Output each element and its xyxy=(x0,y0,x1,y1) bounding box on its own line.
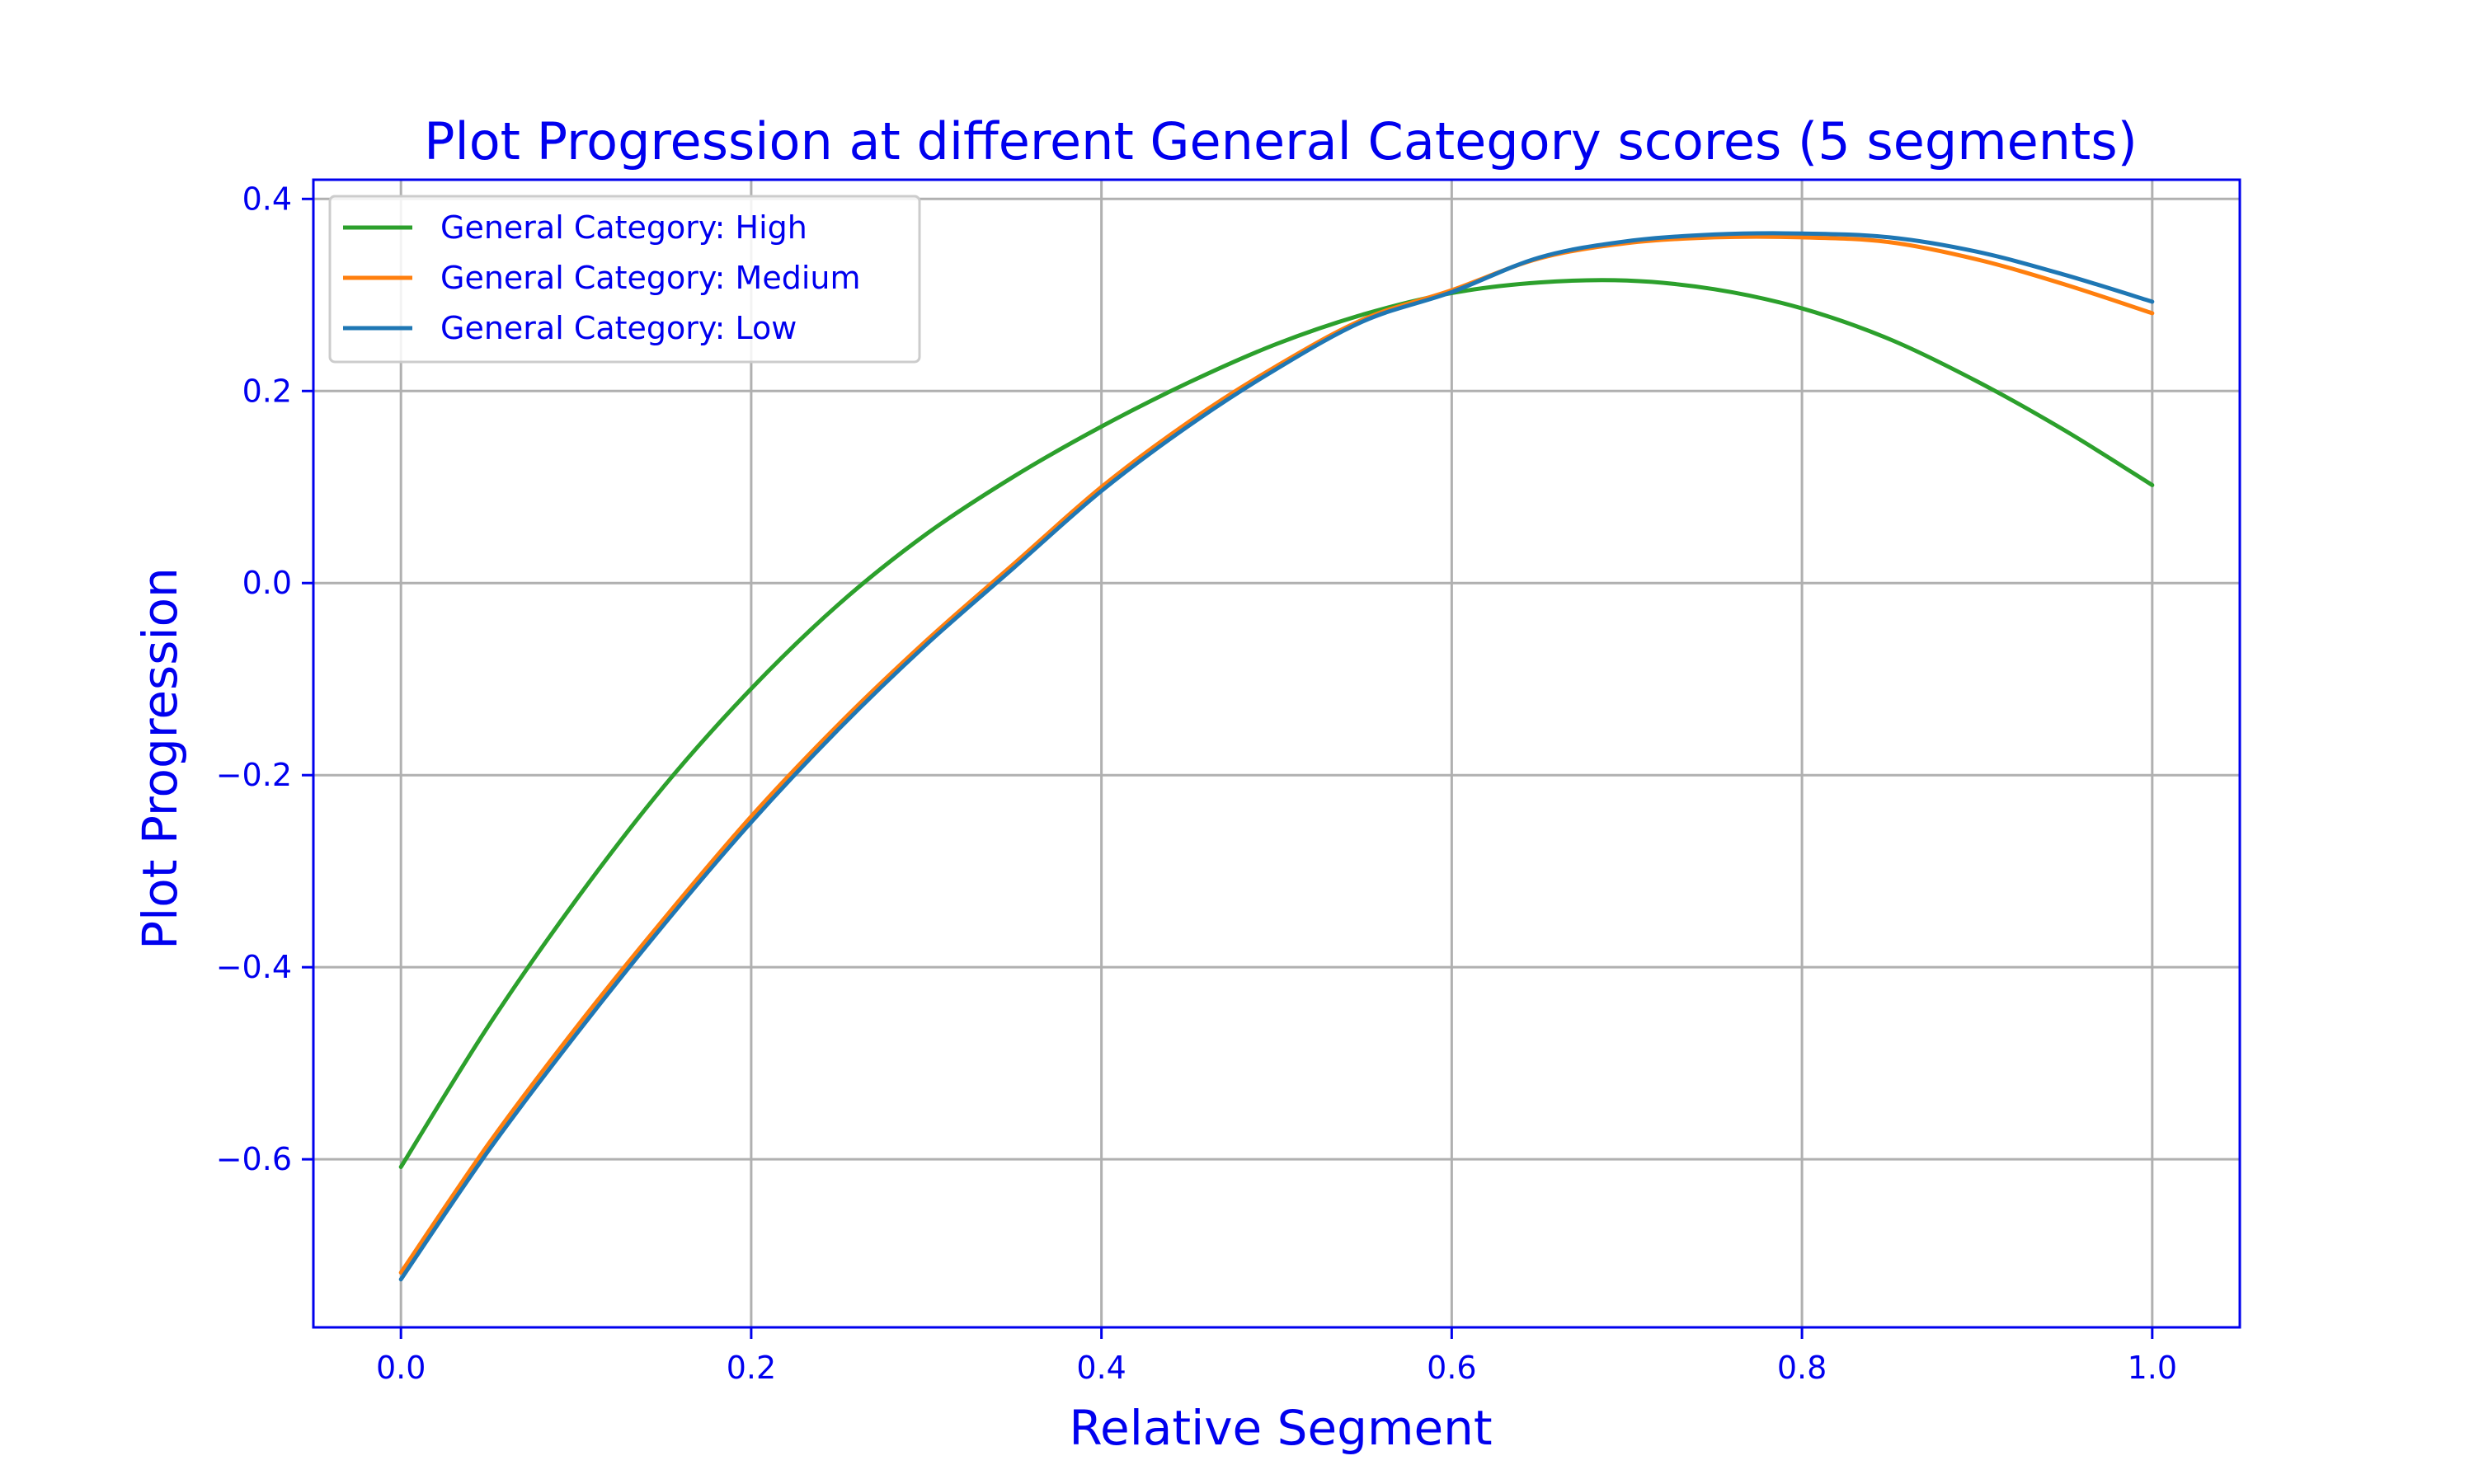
x-tick-label: 0.8 xyxy=(1777,1350,1827,1386)
axis-ticks: 0.0 0.2 0.4 0.6 0.8 1.0 −0.6 −0.4 −0.2 0.0 0.2 0.4 xyxy=(216,181,2177,1386)
y-axis-label: Plot Progression xyxy=(132,567,188,950)
y-tick-label: 0.2 xyxy=(242,373,292,409)
x-axis-label: Relative Segment xyxy=(1069,1400,1492,1456)
legend-box xyxy=(328,195,921,364)
axes-frame xyxy=(312,178,2241,1329)
x-tick-label: 0.2 xyxy=(727,1350,776,1386)
legend-label: General Category: Medium xyxy=(440,260,860,296)
series-lines xyxy=(398,231,2155,1282)
x-tick-label: 0.4 xyxy=(1076,1350,1126,1386)
x-tick-label: 0.0 xyxy=(376,1350,426,1386)
y-tick-label: 0.4 xyxy=(242,181,292,217)
y-tick-label: −0.4 xyxy=(216,949,292,985)
x-tick-label: 0.6 xyxy=(1427,1350,1476,1386)
legend: General Category: High General Category: … xyxy=(328,195,921,364)
y-tick-label: −0.2 xyxy=(216,757,292,793)
y-tick-label: 0.0 xyxy=(242,565,292,601)
series-line-3 xyxy=(398,231,2155,1282)
series-line-1 xyxy=(398,278,2155,1169)
legend-label: General Category: Low xyxy=(440,310,797,346)
y-tick-label: −0.6 xyxy=(216,1141,292,1177)
chart-title: Plot Progression at different General Ca… xyxy=(424,111,2138,171)
legend-label: General Category: High xyxy=(440,209,807,246)
series-line-2 xyxy=(398,234,2155,1275)
x-tick-label: 1.0 xyxy=(2128,1350,2177,1386)
